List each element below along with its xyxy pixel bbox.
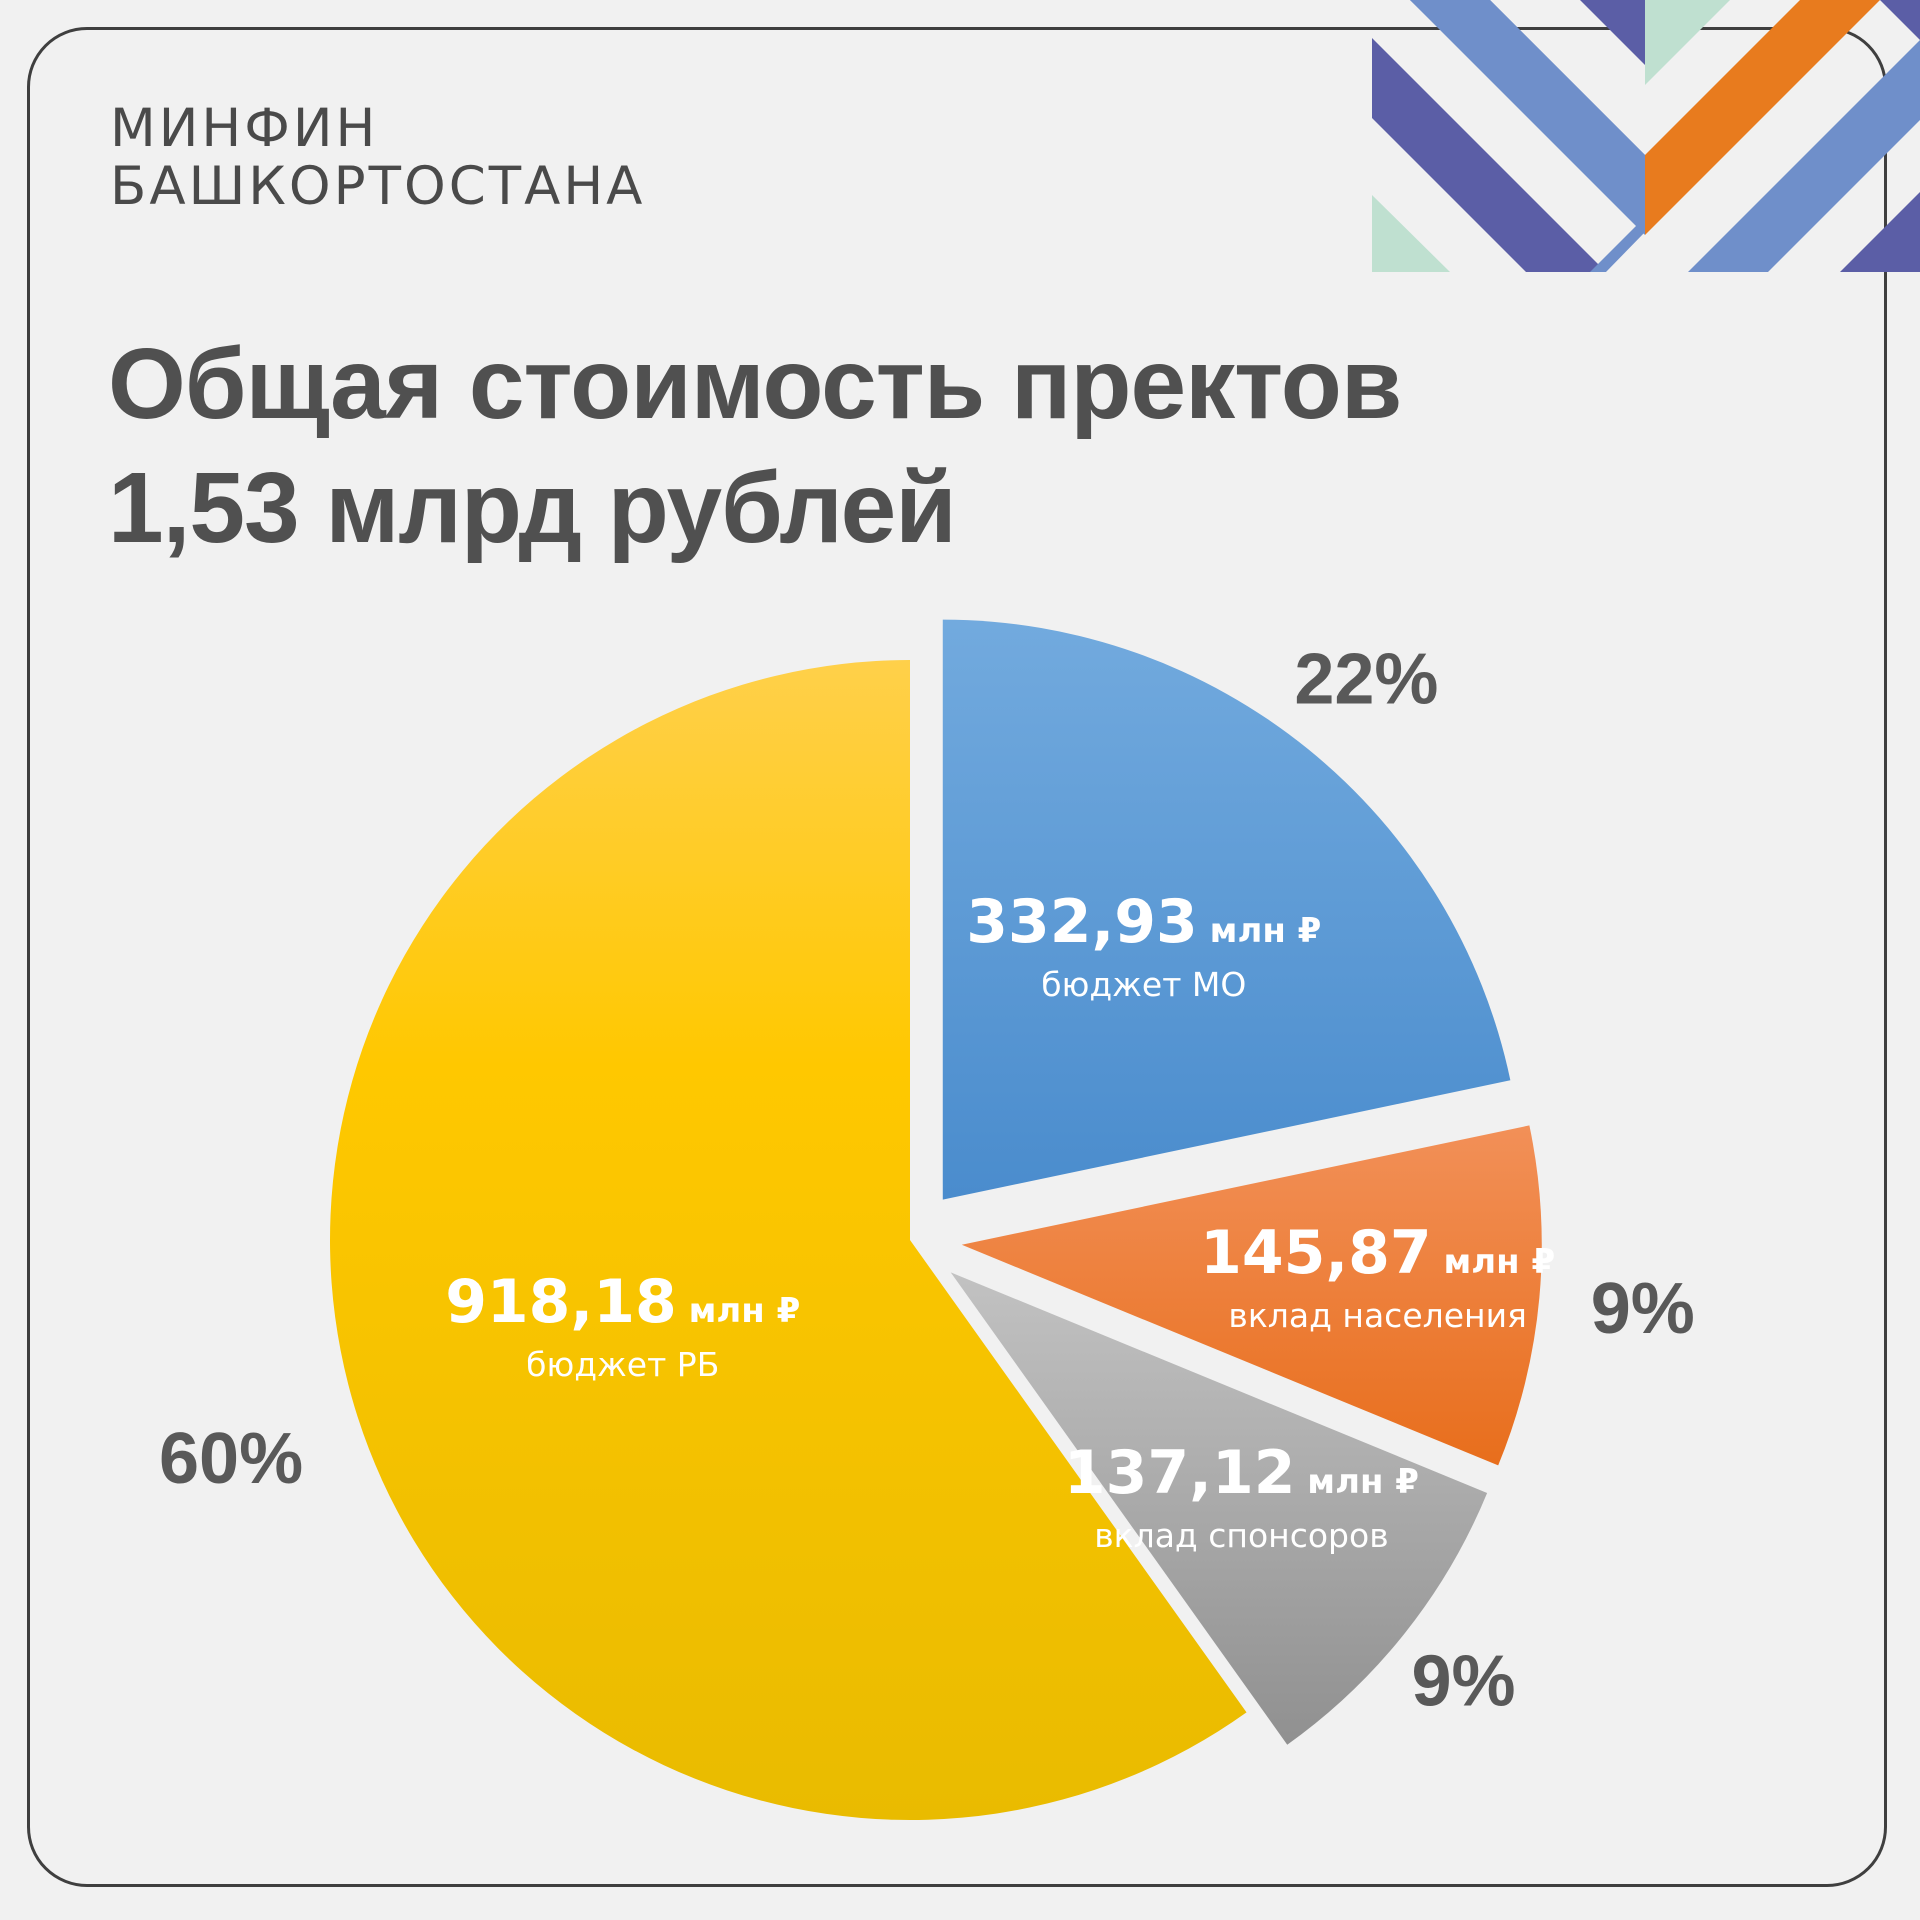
pie-slice-population-contribution <box>961 1125 1542 1466</box>
page-title: Общая стоимость пректов 1,53 млрд рублей <box>108 322 1402 570</box>
category-label-sponsors-contribution: вклад спонсоров <box>1094 1516 1388 1555</box>
title-line-1: Общая стоимость пректов <box>108 328 1402 440</box>
pie-slice-budget-mo <box>942 619 1511 1200</box>
percent-label-sponsors-contribution: 9% <box>1412 1641 1516 1721</box>
value-label-budget-mo: 332,93 млн ₽ <box>966 887 1321 957</box>
title-line-2: 1,53 млрд рублей <box>108 452 957 564</box>
value-label-population-contribution: 145,87 млн ₽ <box>1200 1218 1555 1288</box>
pie-slice-sponsors-contribution <box>950 1272 1488 1745</box>
category-label-budget-mo: бюджет МО <box>1041 965 1246 1004</box>
value-label-budget-rb: 918,18 млн ₽ <box>445 1267 800 1337</box>
percent-label-budget-rb: 60% <box>159 1419 303 1499</box>
category-label-budget-rb: бюджет РБ <box>526 1345 719 1384</box>
percent-label-budget-mo: 22% <box>1294 640 1438 720</box>
pie-slice-budget-rb <box>330 660 1247 1821</box>
value-label-sponsors-contribution: 137,12 млн ₽ <box>1064 1438 1419 1508</box>
percent-label-population-contribution: 9% <box>1591 1269 1695 1349</box>
brand-line-1: МИНФИН <box>110 98 379 159</box>
brand-logo-text: МИНФИН БАШКОРТОСТАНА <box>110 100 645 216</box>
brand-line-2: БАШКОРТОСТАНА <box>110 156 646 217</box>
category-label-population-contribution: вклад населения <box>1228 1296 1527 1335</box>
card-frame <box>27 27 1887 1887</box>
